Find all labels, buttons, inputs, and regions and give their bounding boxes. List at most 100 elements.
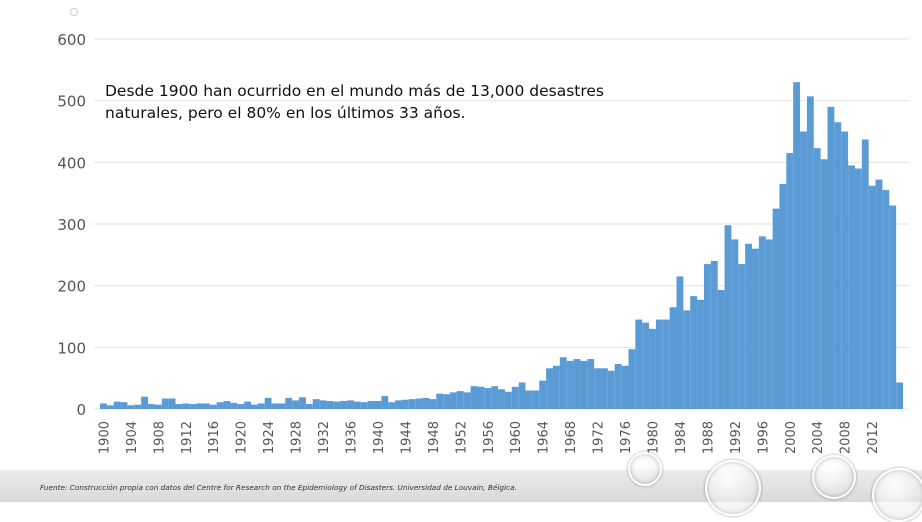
- bar: [518, 382, 526, 409]
- bar: [189, 404, 197, 409]
- bar: [875, 179, 883, 409]
- bar: [223, 400, 231, 409]
- bar: [154, 404, 162, 409]
- bar: [100, 403, 107, 409]
- bar: [367, 400, 375, 409]
- bar: [587, 359, 595, 409]
- bar: [113, 401, 121, 409]
- bar: [566, 360, 574, 409]
- x-tick-label: 1980: [646, 421, 661, 454]
- bar: [504, 391, 512, 409]
- x-tick-label: 1952: [454, 421, 469, 454]
- bar: [559, 357, 567, 409]
- bar: [415, 398, 423, 409]
- x-tick-label: 1984: [674, 421, 689, 454]
- x-tick-label: 2012: [866, 421, 881, 454]
- bar: [436, 393, 444, 409]
- decorative-bubble: [705, 460, 761, 516]
- bar: [470, 386, 478, 409]
- bar: [271, 403, 279, 409]
- bar: [539, 380, 547, 409]
- bar: [408, 399, 416, 409]
- decorative-bubble: [872, 468, 922, 522]
- x-tick-label: 1932: [317, 421, 332, 454]
- chart-annotation: Desde 1900 han ocurrido en el mundo más …: [105, 82, 605, 122]
- bar: [250, 404, 258, 409]
- bar: [484, 388, 492, 409]
- bar: [401, 399, 409, 409]
- bar: [326, 400, 334, 409]
- y-tick-label: 400: [57, 154, 86, 172]
- bar: [175, 404, 183, 409]
- bar: [841, 131, 849, 409]
- x-tick-label: 1928: [290, 421, 305, 454]
- bar: [697, 299, 704, 409]
- x-tick-label: 2008: [839, 421, 854, 454]
- x-tick-label: 1940: [372, 421, 387, 454]
- x-tick-label: 1960: [509, 421, 524, 454]
- x-tick-label: 1924: [262, 421, 277, 454]
- bar: [278, 403, 286, 409]
- bar: [758, 236, 766, 409]
- bar: [655, 319, 663, 409]
- x-tick-label: 1912: [180, 421, 195, 454]
- bar: [456, 391, 464, 409]
- bar: [731, 239, 739, 409]
- bar: [285, 397, 293, 409]
- bar: [752, 248, 759, 409]
- y-tick-label: 300: [57, 216, 86, 234]
- y-axis-ticks: 0 100 200 300 400 500 600: [57, 31, 86, 419]
- bar: [525, 390, 533, 409]
- bar: [896, 382, 903, 409]
- bar: [635, 319, 643, 409]
- bars: [100, 82, 903, 410]
- bar: [422, 397, 430, 409]
- bar: [614, 363, 622, 409]
- x-tick-label: 1948: [427, 421, 442, 454]
- bar: [340, 400, 348, 409]
- bar: [573, 359, 581, 409]
- bar: [395, 400, 402, 409]
- bar: [106, 405, 114, 409]
- x-tick-label: 2000: [784, 421, 799, 454]
- bar: [216, 402, 224, 409]
- bar: [168, 398, 176, 409]
- bar: [209, 404, 217, 409]
- bar: [820, 159, 828, 409]
- bar: [607, 370, 615, 409]
- bar: [621, 365, 629, 409]
- bar: [703, 264, 711, 409]
- y-tick-label: 200: [57, 278, 86, 296]
- bar: [868, 185, 876, 409]
- bar: [669, 307, 677, 409]
- bar: [834, 122, 842, 409]
- bar: [800, 131, 807, 409]
- bar: [580, 360, 588, 409]
- x-tick-label: 1964: [537, 421, 552, 454]
- bar: [724, 225, 732, 409]
- x-tick-label: 1916: [207, 421, 222, 454]
- bar: [292, 400, 300, 409]
- bar: [257, 403, 265, 409]
- bar: [889, 205, 897, 409]
- bar: [690, 296, 698, 409]
- bar: [141, 396, 149, 409]
- decorative-bubble: [812, 455, 856, 499]
- bar: [827, 106, 835, 409]
- bar: [498, 389, 505, 409]
- source-note: Fuente: Construcción propia con datos de…: [40, 483, 517, 492]
- bar: [148, 404, 155, 409]
- bar: [312, 399, 320, 409]
- bar: [299, 397, 306, 409]
- bar: [745, 243, 753, 409]
- bar: [552, 365, 560, 409]
- bar: [244, 401, 251, 409]
- bar: [491, 386, 499, 409]
- x-axis-ticks: 1900 1904 1908 1912 1916 1920 1924 1928 1932 1936…: [97, 421, 881, 454]
- bar: [854, 168, 862, 409]
- bar: [601, 368, 608, 409]
- x-tick-label: 1996: [756, 421, 771, 454]
- bar: [381, 396, 389, 409]
- bar: [806, 96, 814, 409]
- bar: [230, 402, 238, 409]
